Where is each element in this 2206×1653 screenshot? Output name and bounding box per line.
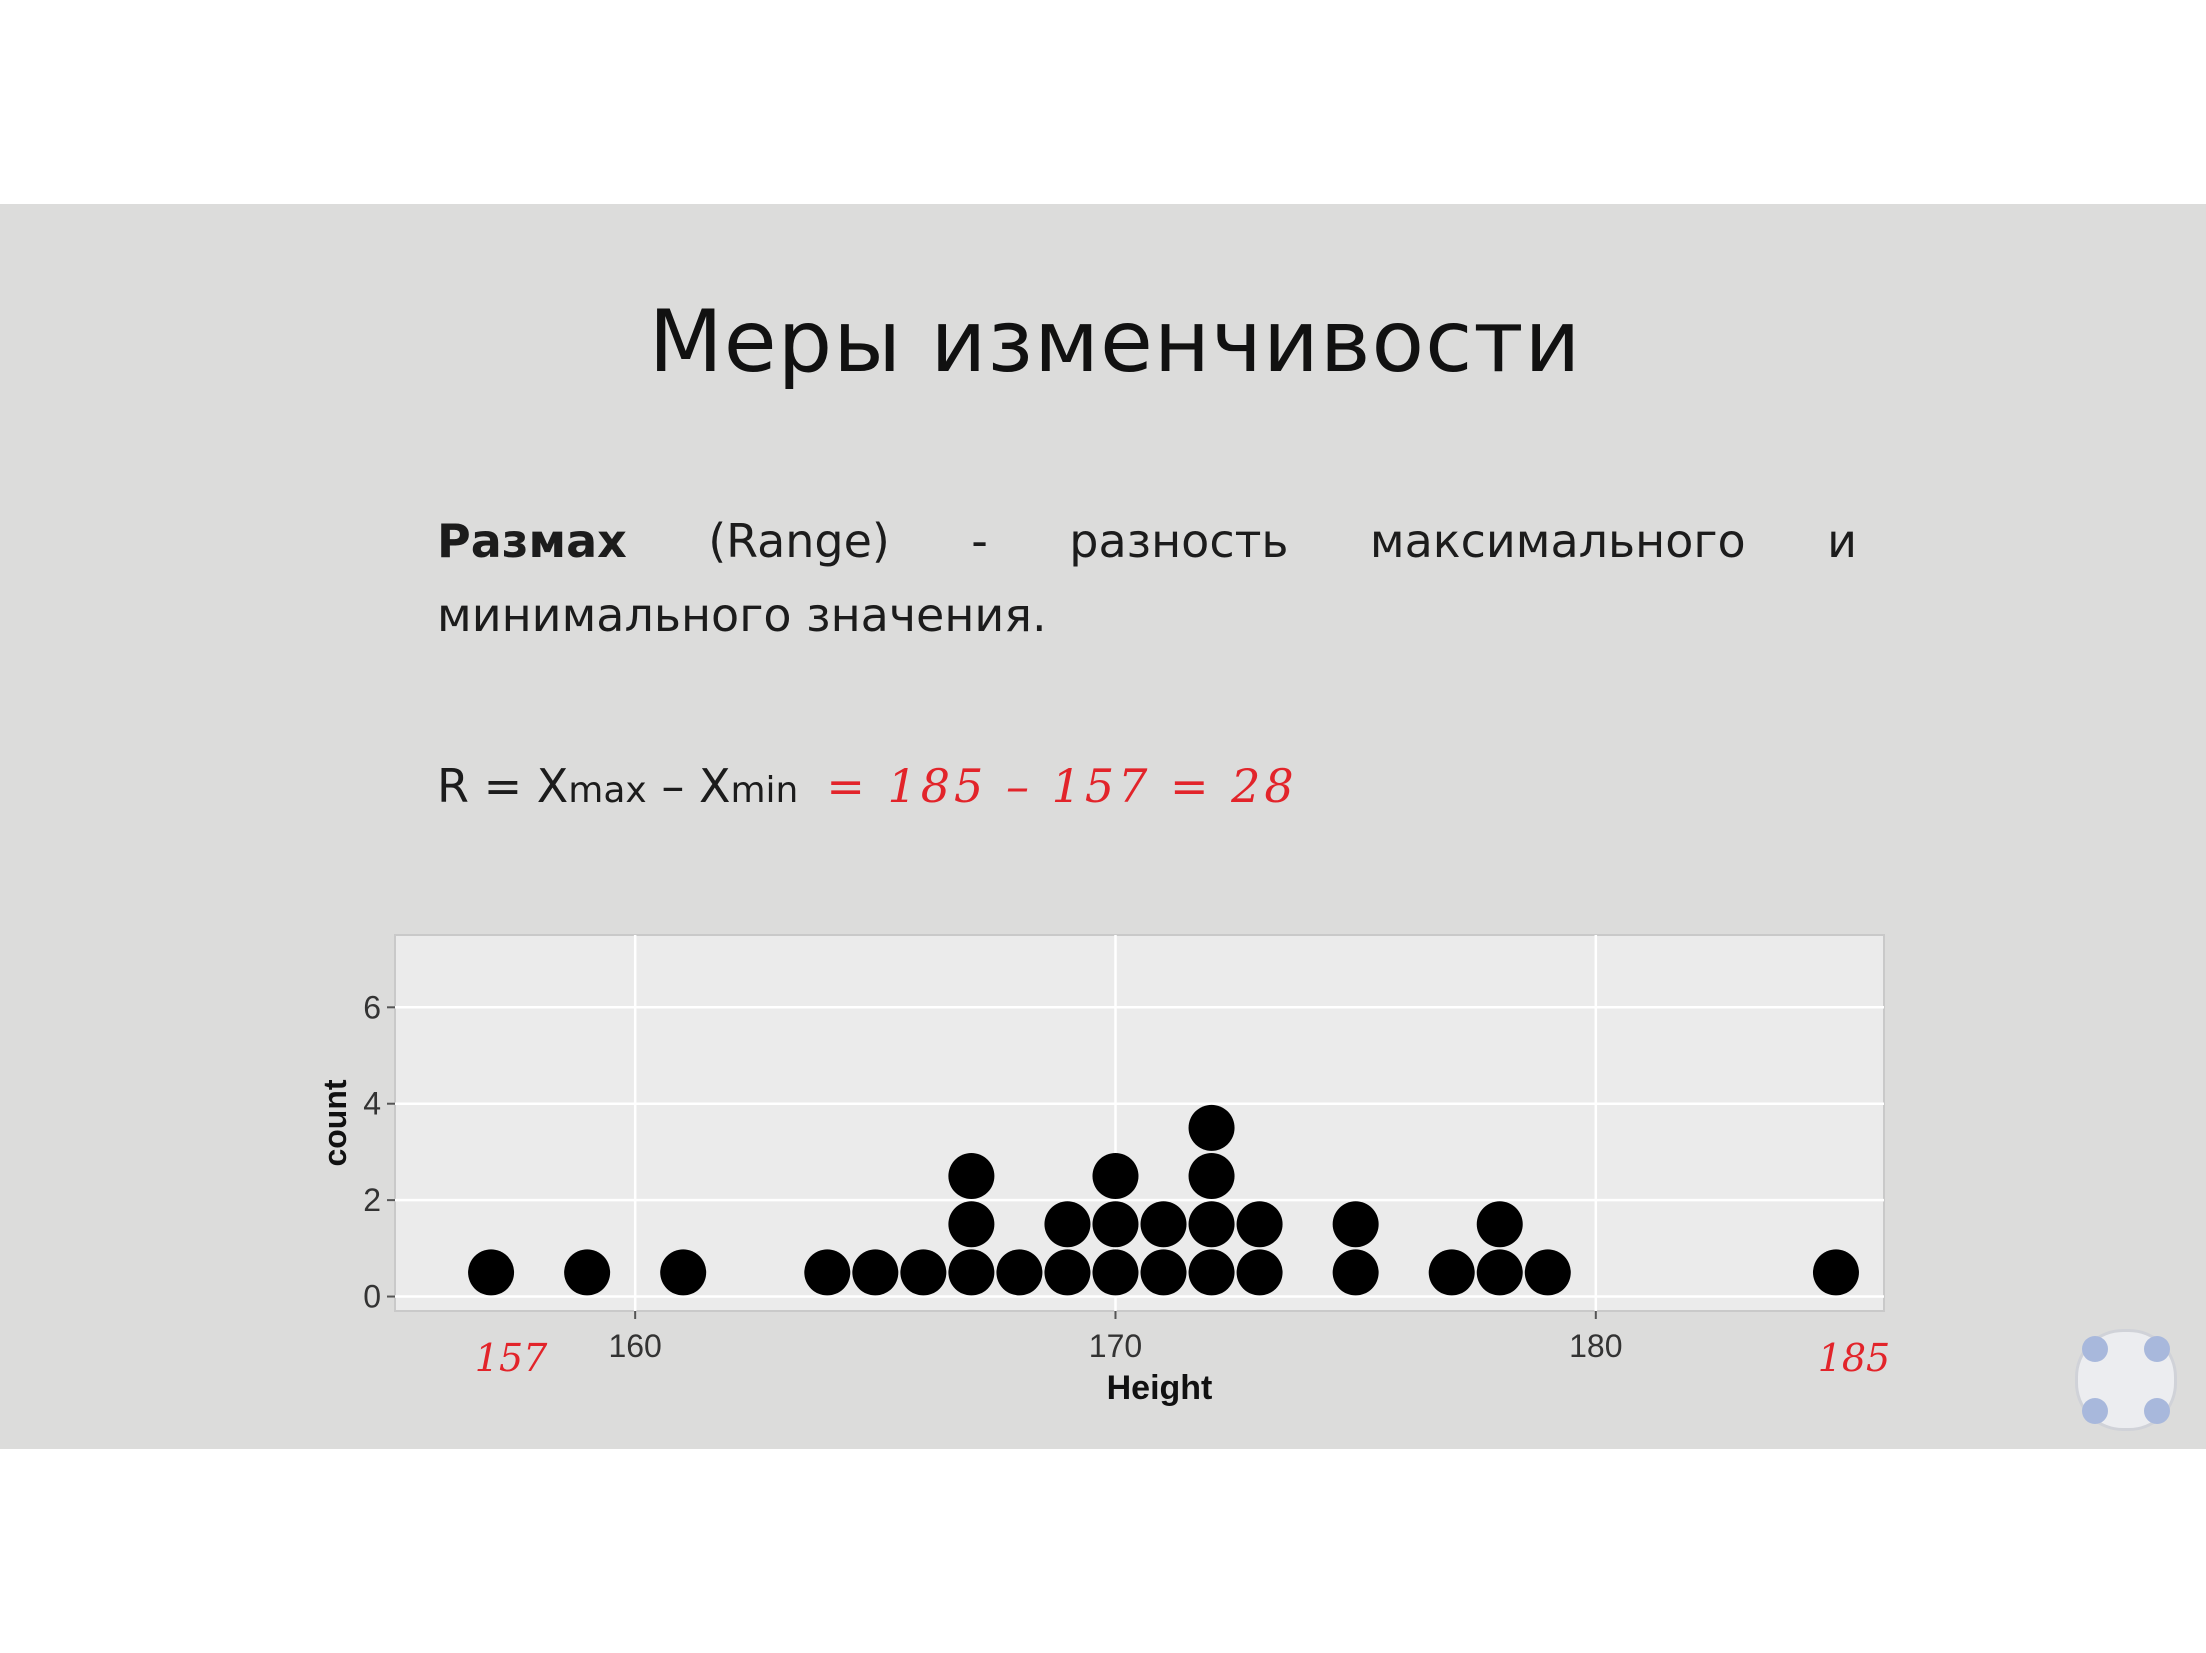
definition-term: Размах: [437, 514, 627, 568]
formula-lhs: R = X: [437, 759, 569, 813]
x-tick-label: 160: [608, 1328, 661, 1364]
y-tick-label: 2: [363, 1182, 381, 1218]
dot-point: [564, 1249, 611, 1296]
dot-point: [1236, 1201, 1283, 1248]
dot-point: [1524, 1249, 1571, 1296]
dot-point: [1332, 1201, 1379, 1248]
widget-dot-icon: [2144, 1398, 2170, 1424]
dot-point: [1092, 1201, 1139, 1248]
grid-lines: [395, 935, 1884, 1311]
widget-dot-icon: [2082, 1336, 2108, 1362]
dot-point: [1428, 1249, 1475, 1296]
dot-point: [804, 1249, 851, 1296]
dot-point: [948, 1201, 995, 1248]
y-axis-ticks: 0 2 4 6: [363, 989, 395, 1315]
x-axis-label: Height: [1107, 1369, 1213, 1407]
dot-point: [1188, 1153, 1235, 1200]
dot-point: [948, 1249, 995, 1296]
dot-point: [1476, 1201, 1523, 1248]
widget-dot-icon: [2144, 1336, 2170, 1362]
dot-point: [1188, 1249, 1235, 1296]
annotation-max: 185: [1818, 1336, 1891, 1380]
annotation-min: 157: [475, 1336, 548, 1380]
dot-point: [1812, 1249, 1859, 1296]
dot-point: [1044, 1201, 1091, 1248]
y-tick-label: 4: [363, 1086, 381, 1122]
dot-point: [1188, 1201, 1235, 1248]
dot-point: [468, 1249, 515, 1296]
y-tick-label: 6: [363, 989, 381, 1025]
data-dots: [468, 1104, 1859, 1296]
dot-point: [948, 1153, 995, 1200]
dot-point: [1092, 1249, 1139, 1296]
dot-point: [1188, 1104, 1235, 1151]
definition-text: (Range) - разность максимального и миним…: [437, 514, 1857, 642]
formula-min-subscript: min: [730, 770, 799, 811]
fullscreen-widget[interactable]: [2075, 1329, 2177, 1431]
plot-panel: [394, 934, 1885, 1312]
widget-dot-icon: [2082, 1398, 2108, 1424]
formula-minus: – X: [646, 759, 731, 813]
handwritten-calculation: = 185 – 157 = 28: [826, 759, 1298, 813]
dot-point: [852, 1249, 899, 1296]
y-tick-label: 0: [363, 1279, 381, 1315]
dot-point: [996, 1249, 1043, 1296]
slide-title: Меры изменчивости: [648, 292, 1582, 392]
x-tick-label: 180: [1569, 1328, 1622, 1364]
dot-point: [900, 1249, 947, 1296]
formula-max-subscript: max: [568, 770, 647, 811]
dot-point: [1476, 1249, 1523, 1296]
x-tick-label: 170: [1089, 1328, 1142, 1364]
range-formula: R = Xmax – Xmin = 185 – 157 = 28: [437, 759, 1298, 813]
dot-point: [1140, 1249, 1187, 1296]
dot-point: [660, 1249, 707, 1296]
dot-point: [1332, 1249, 1379, 1296]
y-axis-label: count: [317, 1079, 353, 1166]
range-definition: Размах (Range) - разность максимального …: [437, 504, 1857, 652]
dot-point: [1092, 1153, 1139, 1200]
dot-point: [1236, 1249, 1283, 1296]
x-axis-ticks: 160 170 180: [608, 1311, 1623, 1364]
dot-point: [1140, 1201, 1187, 1248]
dot-point: [1044, 1249, 1091, 1296]
